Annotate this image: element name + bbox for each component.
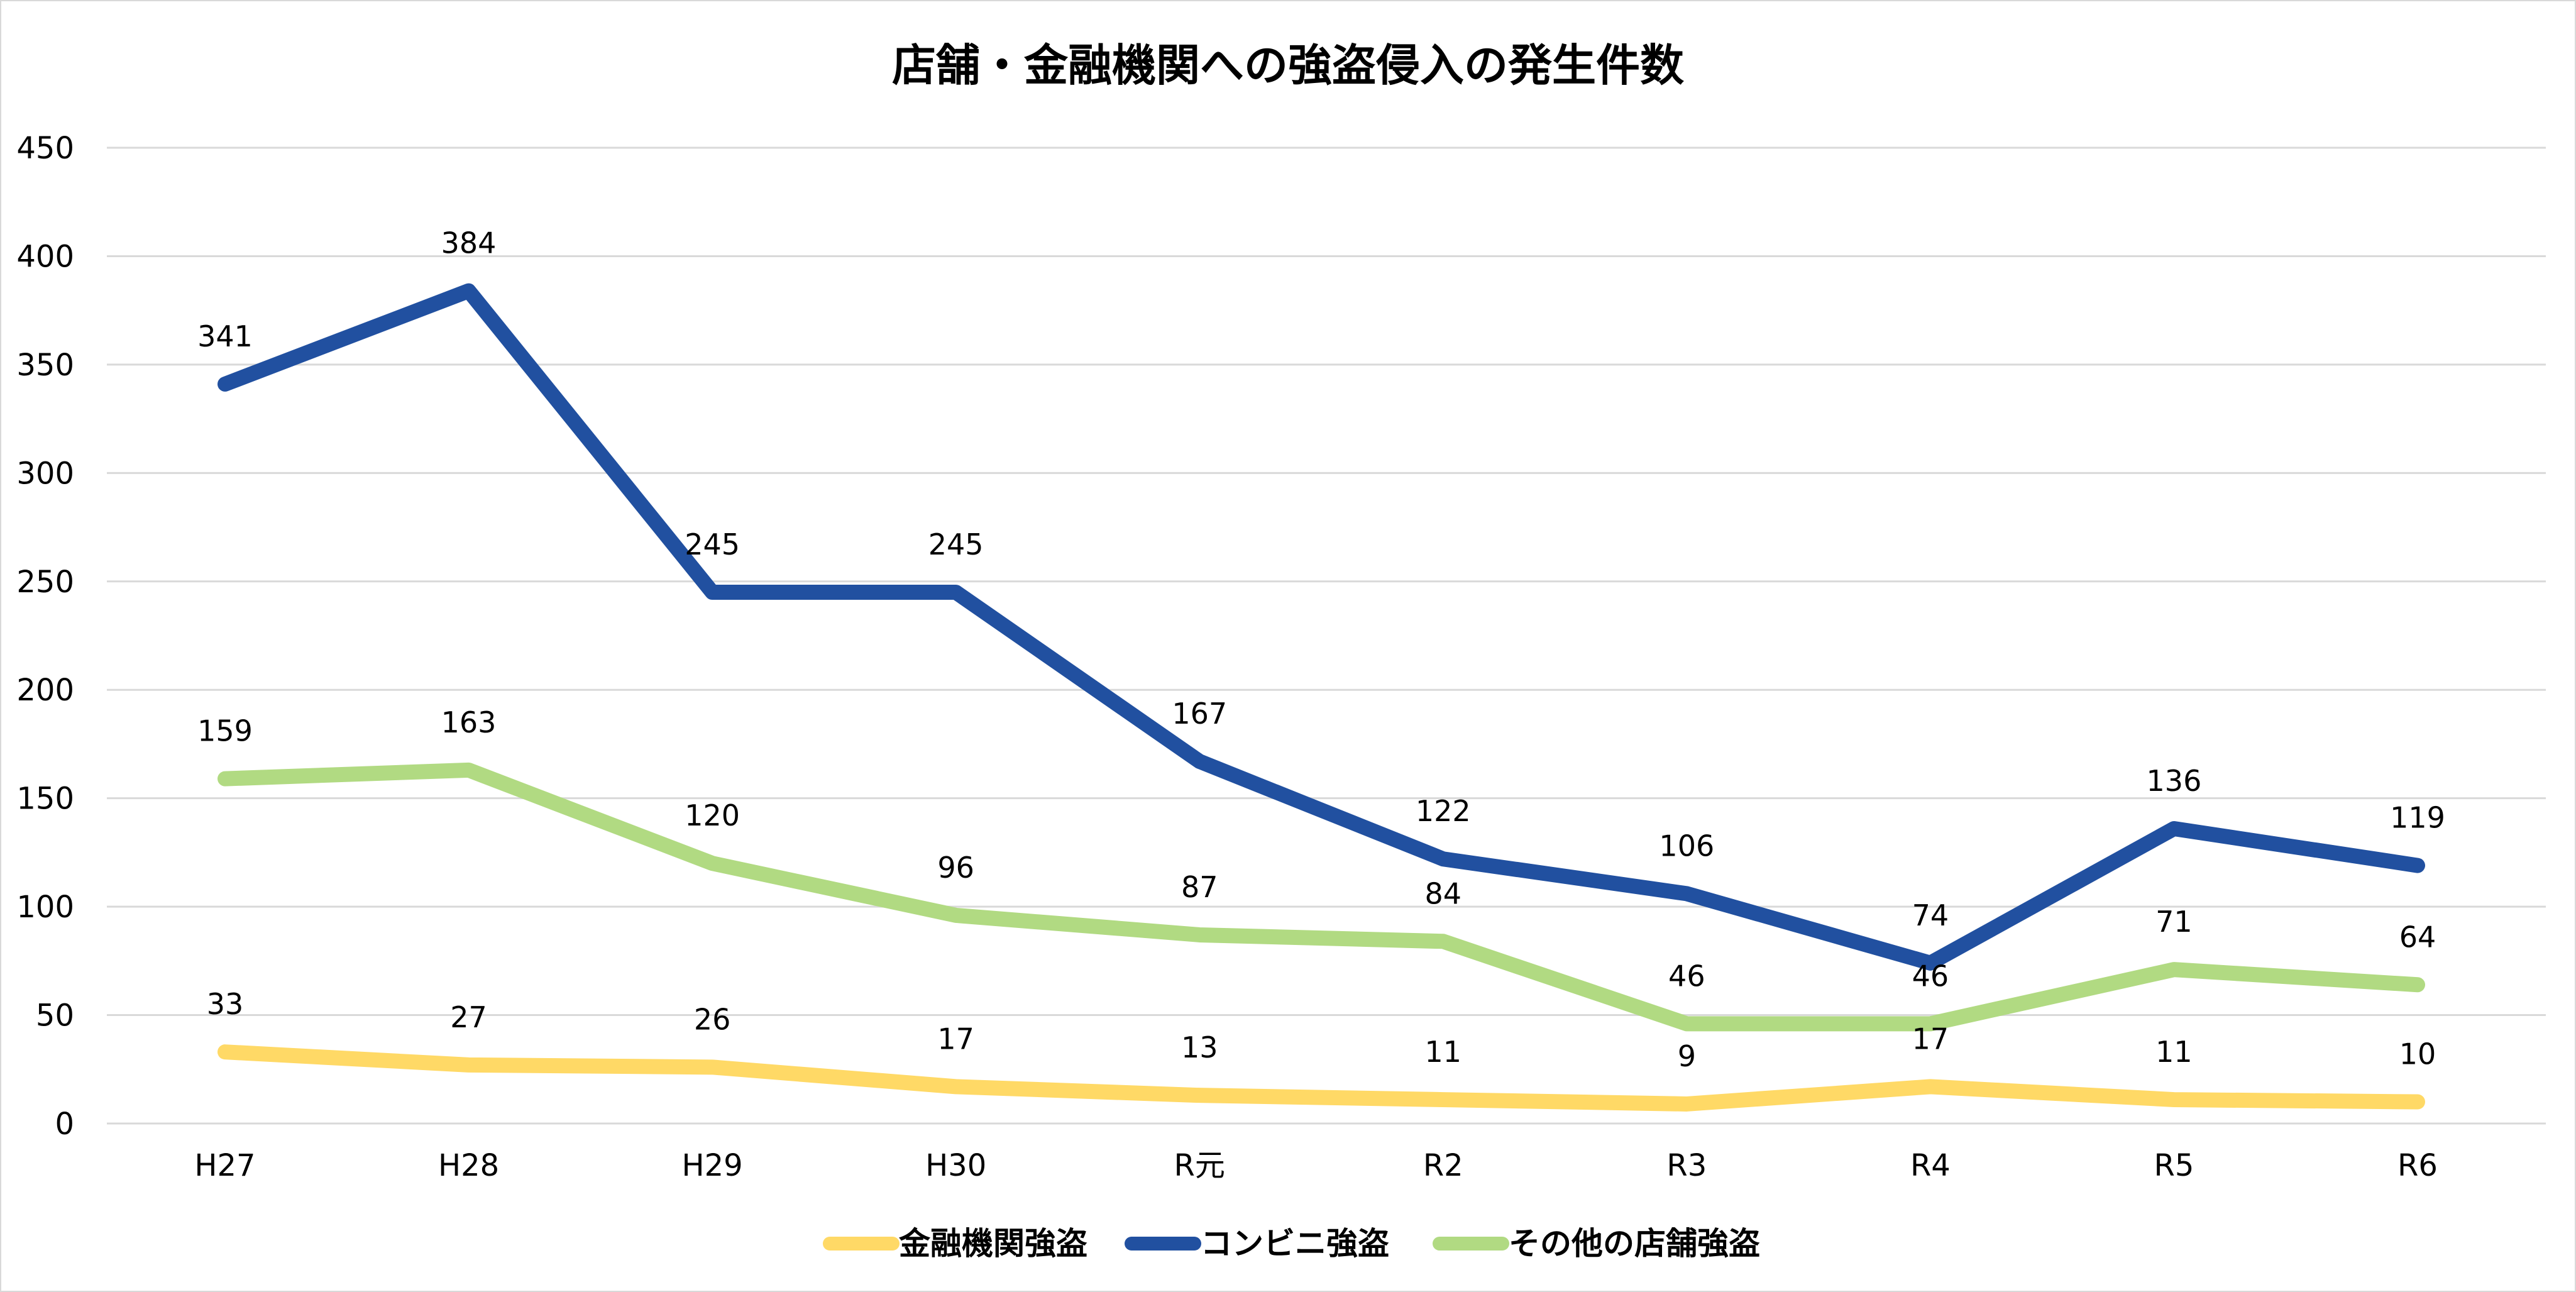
data-point [2173,1099,2175,1101]
x-tick-label: H27 [194,1148,255,1183]
data-label: 87 [1181,870,1218,904]
data-point [1442,941,1444,942]
data-label: 245 [928,527,984,561]
data-label: 17 [937,1022,974,1056]
data-label: 10 [2399,1037,2436,1071]
y-tick-label: 250 [16,565,74,600]
x-tick-label: R2 [1423,1148,1463,1183]
x-tick-label: R3 [1666,1148,1707,1183]
x-tick-label: H30 [925,1148,986,1183]
y-tick-label: 50 [36,998,74,1034]
data-point [1686,893,1688,895]
data-point [2417,984,2418,986]
data-point [1686,1023,1688,1025]
y-tick-label: 0 [55,1107,74,1142]
series-line [217,762,2425,1032]
data-label: 26 [694,1002,731,1036]
data-label: 11 [1425,1035,1462,1069]
legend-label: その他の店舗強盗 [1509,1225,1760,1262]
y-tick-label: 150 [16,781,74,817]
x-tick-label: H29 [682,1148,743,1183]
data-point [2417,864,2418,866]
y-tick-label: 350 [16,348,74,383]
x-tick-label: R5 [2154,1148,2194,1183]
x-tick-label: H28 [438,1148,499,1183]
y-tick-label: 400 [16,239,74,274]
data-point [1199,1095,1201,1096]
data-label: 74 [1912,898,1949,932]
data-point [712,1066,713,1068]
data-point [224,778,226,780]
data-label: 84 [1425,876,1462,910]
data-label: 167 [1172,697,1227,731]
y-tick-label: 450 [16,131,74,166]
data-label: 33 [207,987,244,1021]
data-label: 11 [2155,1035,2193,1069]
data-label: 245 [685,527,740,561]
data-label: 163 [441,705,497,739]
data-point [955,1086,957,1088]
data-label: 120 [685,798,740,832]
data-label: 27 [450,1000,487,1034]
data-point [224,1051,226,1053]
chart-title: 店舗・金融機関への強盗侵入の発生件数 [892,40,1684,91]
data-label: 13 [1181,1030,1218,1064]
data-label: 9 [1678,1039,1696,1073]
data-point [2173,969,2175,971]
x-tick-label: R6 [2397,1148,2438,1183]
data-point [468,290,470,292]
data-label: 46 [1912,959,1949,993]
data-point [1929,1023,1931,1025]
data-point [468,769,470,771]
x-tick-label: R4 [1910,1148,1951,1183]
data-point [955,914,957,916]
legend-label: 金融機関強盗 [899,1225,1087,1262]
series-line [217,1044,2425,1112]
data-label: 17 [1912,1022,1949,1056]
data-label: 96 [937,851,974,885]
data-point [2173,827,2175,829]
data-label: 64 [2399,920,2436,954]
x-tick-label: R元 [1174,1148,1225,1183]
data-point [1686,1103,1688,1105]
data-point [1929,1086,1931,1088]
data-point [224,383,226,385]
data-label: 122 [1416,794,1471,828]
data-point [1199,761,1201,763]
data-label: 119 [2390,801,2445,835]
data-label: 159 [197,714,253,748]
y-tick-label: 100 [16,890,74,925]
data-point [712,863,713,864]
data-label: 341 [197,319,253,353]
legend-label: コンビニ強盗 [1201,1225,1389,1262]
data-label: 46 [1668,959,1705,993]
data-point [1442,858,1444,860]
y-tick-label: 200 [16,673,74,708]
data-label: 384 [441,226,497,260]
data-point [1199,934,1201,936]
data-point [955,592,957,594]
series-line [217,283,2425,971]
data-point [1442,1099,1444,1101]
data-point [1929,962,1931,964]
data-label: 136 [2147,764,2202,798]
data-point [468,1064,470,1066]
y-tick-label: 300 [16,456,74,491]
data-label: 106 [1659,829,1714,863]
data-point [712,592,713,594]
data-point [2417,1101,2418,1103]
data-label: 71 [2155,905,2193,939]
